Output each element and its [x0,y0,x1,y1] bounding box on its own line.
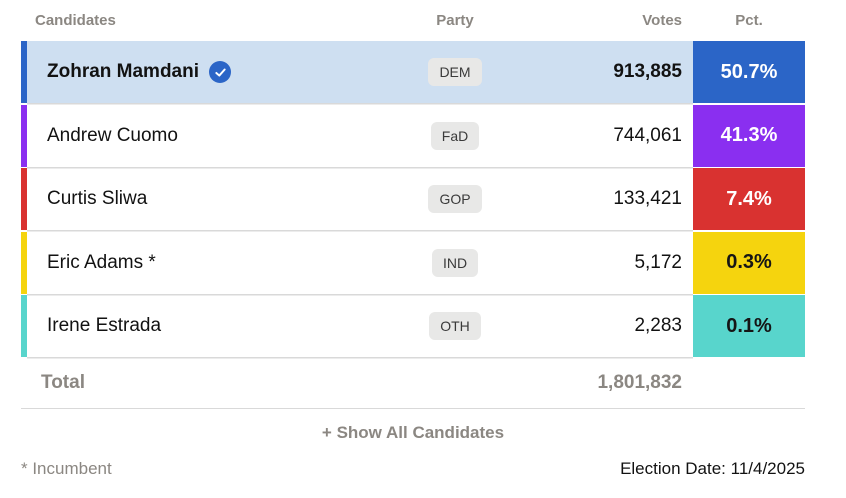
votes-value: 744,061 [613,124,682,146]
pct-value: 50.7% [693,41,805,103]
votes-value: 913,885 [613,61,682,82]
candidate-name: Zohran Mamdani [47,61,200,82]
show-all-candidates-button[interactable]: + Show All Candidates [321,423,505,442]
row-main: Andrew Cuomo FaD 744,061 [27,105,693,167]
candidate-name: Andrew Cuomo [47,124,178,146]
pct-value: 0.3% [693,231,805,294]
party-color-bar [21,104,27,167]
table-row: Andrew Cuomo FaD 744,061 41.3% [21,104,805,167]
party-badge: GOP [428,185,482,213]
party-color-bar [21,295,27,357]
table-row: Eric Adams * IND 5,172 0.3% [21,231,805,294]
party-badge: DEM [428,58,482,86]
row-main: Irene Estrada OTH 2,283 [27,295,693,357]
candidate-name: Irene Estrada [47,315,162,336]
total-row: Total 1,801,832 [21,359,805,409]
party-color-bar [21,168,27,230]
table-row: Irene Estrada OTH 2,283 0.1% [21,295,805,357]
candidate-name: Curtis Sliwa [47,188,148,209]
incumbent-note: * Incumbent [21,458,112,478]
table-row: Zohran Mamdani DEM 913,885 50.7% [21,41,805,103]
party-badge: IND [431,248,479,277]
header-votes: Votes [642,12,682,29]
candidate-name: Eric Adams * [47,251,156,273]
pct-value: 0.1% [693,295,805,357]
pct-value: 7.4% [693,168,805,230]
total-label: Total [41,372,85,393]
row-main: Zohran Mamdani DEM 913,885 [27,41,693,103]
party-badge: OTH [429,312,481,340]
total-votes-value: 1,801,832 [597,372,682,393]
party-color-bar [21,231,27,294]
votes-value: 133,421 [613,188,682,209]
row-main: Eric Adams * IND 5,172 [27,232,693,294]
header-party: Party [436,12,474,29]
votes-value: 2,283 [634,315,682,336]
footer: * Incumbent Election Date: 11/4/2025 [21,459,805,479]
table-row: Curtis Sliwa GOP 133,421 7.4% [21,168,805,230]
party-color-bar [21,41,27,103]
header-pct: Pct. [735,12,763,29]
votes-value: 5,172 [634,251,682,273]
election-results-table: Candidates Party Votes Pct. Zohran Mamda… [21,0,805,479]
party-badge: FaD [430,121,480,150]
pct-value: 41.3% [693,104,805,167]
row-main: Curtis Sliwa GOP 133,421 [27,168,693,230]
table-header: Candidates Party Votes Pct. [21,0,805,41]
header-candidates: Candidates [35,12,116,29]
winner-checkmark-icon [209,61,232,83]
election-date: Election Date: 11/4/2025 [620,458,805,478]
